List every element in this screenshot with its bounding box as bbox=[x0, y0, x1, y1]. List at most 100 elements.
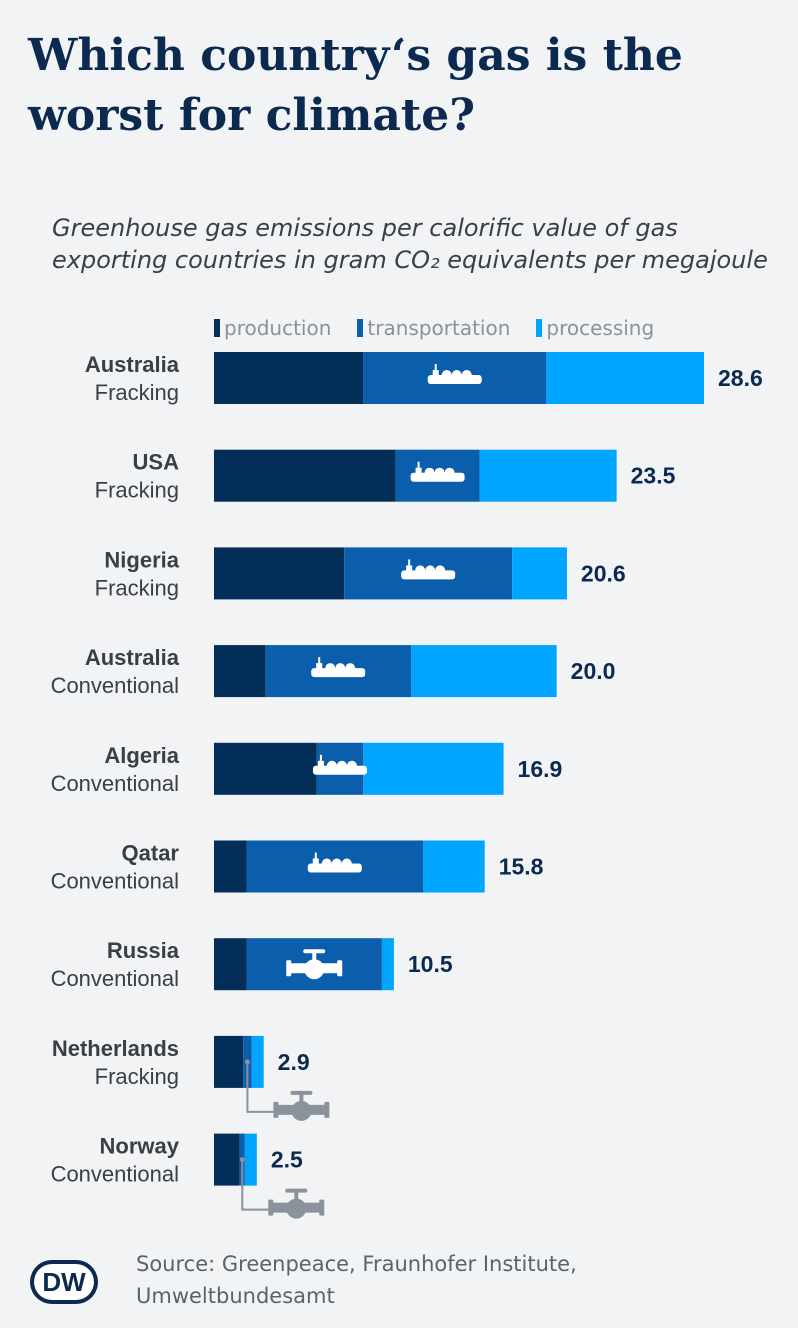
category-method-label: Conventional bbox=[51, 1162, 179, 1187]
ship-tank bbox=[415, 565, 426, 576]
ship-tank bbox=[424, 467, 435, 478]
bar-segment-production bbox=[214, 645, 266, 698]
ship-tank bbox=[335, 663, 346, 674]
bar-total-label: 10.5 bbox=[408, 951, 453, 977]
bar-segment-processing bbox=[423, 840, 485, 893]
ship-tank bbox=[434, 467, 445, 478]
bar-segment-processing bbox=[411, 645, 557, 698]
legend-item-processing: processing bbox=[536, 316, 654, 340]
bar-segment-processing bbox=[244, 1133, 257, 1186]
ship-bridge bbox=[317, 760, 324, 767]
valve-handle bbox=[290, 1090, 313, 1095]
category-method-label: Fracking bbox=[95, 380, 179, 405]
ship-bridge bbox=[415, 467, 422, 474]
bar-row: Norway Conventional 2.5 bbox=[51, 1133, 325, 1219]
category-country-label: Australia bbox=[85, 352, 180, 377]
valve-body bbox=[291, 1100, 312, 1121]
chart-title: Which country‘s gas is the worst for cli… bbox=[28, 30, 683, 141]
category-method-label: Conventional bbox=[51, 966, 179, 991]
category-method-label: Conventional bbox=[51, 869, 179, 894]
ship-tank bbox=[341, 858, 352, 869]
pipeline-icon bbox=[244, 1059, 330, 1121]
ship-tank bbox=[441, 370, 452, 380]
bar-total-label: 16.9 bbox=[518, 756, 563, 782]
bar-segment-processing bbox=[546, 352, 704, 404]
bar-segment-production bbox=[214, 938, 247, 991]
bar-segment-production bbox=[214, 1035, 244, 1088]
dw-logo: DW bbox=[30, 1260, 98, 1304]
pipeline-leader-line bbox=[246, 1061, 276, 1113]
ship-tank bbox=[461, 370, 472, 380]
legend-label-processing: processing bbox=[546, 316, 655, 340]
ship-mast bbox=[314, 852, 317, 859]
ship-bridge bbox=[316, 663, 323, 670]
bar-total-label: 2.9 bbox=[278, 1049, 310, 1075]
ship-icon bbox=[401, 559, 456, 580]
pipe-flange-right bbox=[319, 1199, 325, 1216]
ship-tank bbox=[444, 467, 455, 478]
legend-item-production: production bbox=[214, 316, 331, 340]
bar-segment-processing bbox=[512, 547, 567, 600]
bar-segment-production bbox=[214, 352, 364, 404]
bar-row: Qatar Conventional 15.8 bbox=[51, 840, 544, 894]
ship-icon bbox=[311, 657, 366, 678]
stacked-bar-chart: Australia Fracking 28.6 USA Fracking 23.5 Nige… bbox=[51, 352, 763, 1219]
legend-item-transportation: transportation bbox=[357, 316, 510, 340]
ship-icon bbox=[410, 461, 465, 482]
legend-swatch-production bbox=[214, 319, 220, 337]
bar-segment-production bbox=[214, 1133, 240, 1186]
bar-total-label: 15.8 bbox=[499, 854, 544, 880]
bar-total-label: 23.5 bbox=[631, 463, 676, 489]
ship-icon bbox=[312, 754, 367, 775]
legend-swatch-processing bbox=[536, 319, 543, 337]
legend-swatch-transportation bbox=[357, 319, 364, 337]
ship-tank bbox=[326, 760, 337, 771]
ship-tank bbox=[345, 663, 356, 674]
category-method-label: Fracking bbox=[95, 478, 179, 503]
bar-row: Netherlands Fracking 2.9 bbox=[52, 1035, 330, 1121]
ship-tank bbox=[435, 565, 446, 576]
category-method-label: Conventional bbox=[51, 673, 179, 698]
ship-tank bbox=[325, 663, 336, 674]
category-country-label: Russia bbox=[107, 938, 180, 963]
ship-tank bbox=[346, 760, 357, 771]
ship-mast bbox=[434, 364, 437, 370]
pipe-flange-left bbox=[286, 960, 292, 977]
bar-segment-production bbox=[214, 449, 396, 502]
legend: production transportation processing bbox=[214, 315, 680, 341]
bar-row: Australia Conventional 20.0 bbox=[51, 645, 615, 698]
bar-row: Australia Fracking 28.6 bbox=[85, 352, 763, 405]
ship-mast bbox=[319, 754, 322, 761]
source-note: Source: Greenpeace, Fraunhofer Institute… bbox=[136, 1252, 577, 1308]
valve-body bbox=[286, 1198, 307, 1219]
ship-tank bbox=[425, 565, 436, 576]
category-country-label: Australia bbox=[85, 645, 180, 670]
legend-label-transportation: transportation bbox=[367, 316, 511, 340]
bar-segment-processing bbox=[363, 742, 504, 795]
pipe-flange-left bbox=[268, 1199, 274, 1216]
ship-bridge bbox=[406, 565, 413, 572]
pipe-flange-right bbox=[337, 960, 343, 977]
bar-segment-processing bbox=[479, 449, 617, 502]
bar-total-label: 2.5 bbox=[271, 1147, 303, 1173]
category-country-label: Nigeria bbox=[104, 547, 179, 572]
valve-stem bbox=[299, 1093, 304, 1104]
pipeline-leader-dot bbox=[239, 1157, 245, 1163]
category-method-label: Conventional bbox=[51, 771, 179, 796]
bar-row: Nigeria Fracking 20.6 bbox=[95, 547, 626, 600]
category-country-label: USA bbox=[133, 450, 180, 475]
bar-total-label: 28.6 bbox=[718, 365, 763, 391]
ship-bridge bbox=[312, 858, 319, 865]
category-country-label: Netherlands bbox=[52, 1036, 179, 1061]
bar-segment-production bbox=[214, 840, 247, 893]
ship-tank bbox=[451, 370, 462, 380]
valve-stem bbox=[294, 1191, 299, 1202]
pipeline-leader-line bbox=[241, 1159, 271, 1211]
ship-tank bbox=[336, 760, 347, 771]
bar-total-label: 20.6 bbox=[581, 560, 626, 586]
pipeline-leader-dot bbox=[244, 1059, 250, 1065]
pipe-flange-left bbox=[273, 1101, 279, 1118]
bar-segment-processing bbox=[251, 1035, 264, 1088]
valve-body bbox=[304, 959, 325, 980]
ship-icon bbox=[307, 852, 362, 873]
